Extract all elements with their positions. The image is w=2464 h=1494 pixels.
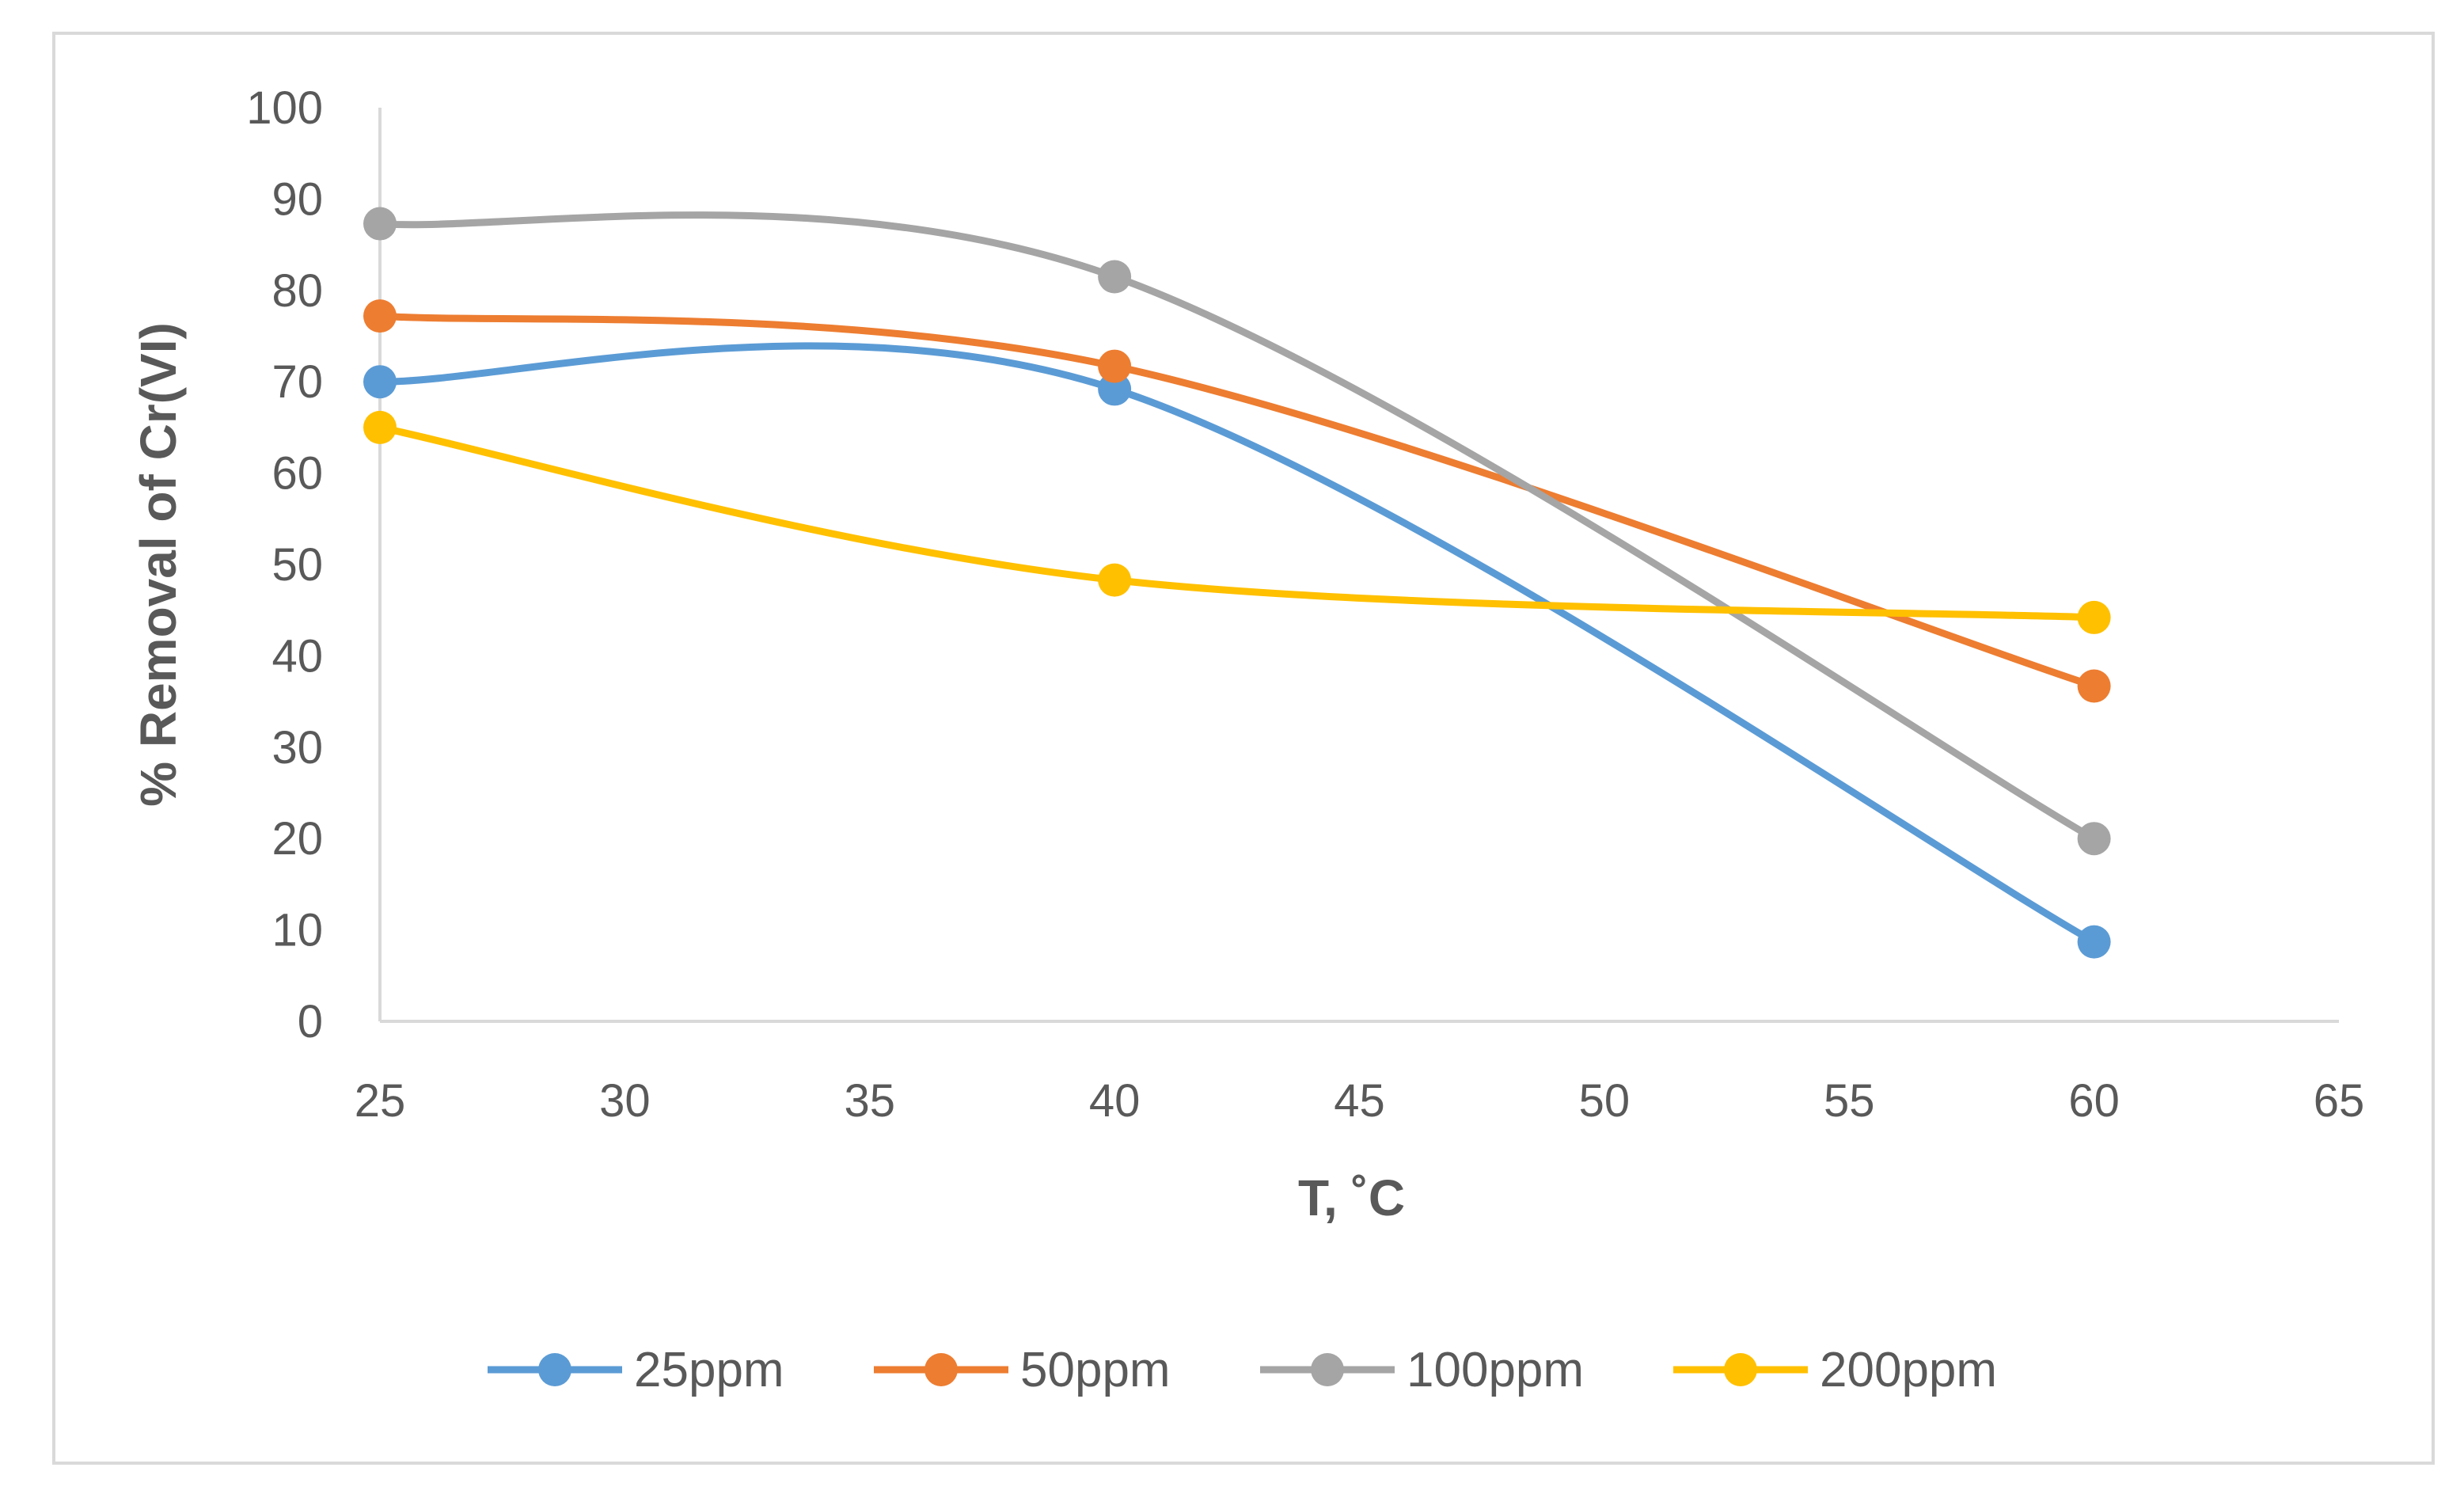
series-lines: [376, 211, 2098, 946]
y-tick-label: 90: [271, 173, 323, 225]
legend-item: 100ppm: [1260, 1343, 1584, 1397]
x-tick-label: 40: [1089, 1075, 1141, 1127]
legend-item: 50ppm: [874, 1343, 1171, 1397]
legend: 25ppm 50ppm 100ppm 200ppm: [488, 1343, 1997, 1397]
x-tick-label: 25: [355, 1075, 406, 1127]
data-point-50ppm: [2077, 669, 2111, 703]
x-tick-label: 30: [599, 1075, 651, 1127]
y-tick-label: 100: [246, 82, 323, 134]
legend-swatch-marker: [1311, 1353, 1344, 1386]
data-point-100ppm: [363, 207, 397, 241]
legend-swatch-marker: [538, 1353, 571, 1386]
y-tick-label: 20: [271, 813, 323, 865]
legend-label: 200ppm: [1820, 1343, 1997, 1397]
y-tick-labels: 0 10 20 30 40 50 60 70 80 90 100: [246, 82, 323, 1047]
chart-frame: [52, 32, 2435, 1465]
x-axis-title: T, ˚C: [1298, 1169, 1405, 1226]
data-point-25ppm: [2077, 925, 2111, 959]
legend-swatch-marker: [924, 1353, 958, 1386]
x-tick-label: 50: [1579, 1075, 1631, 1127]
series-line-25ppm: [376, 342, 2098, 946]
y-tick-label: 70: [271, 356, 323, 408]
x-tick-label: 45: [1334, 1075, 1385, 1127]
legend-label: 100ppm: [1407, 1343, 1584, 1397]
data-point-200ppm: [363, 410, 397, 444]
legend-item: 25ppm: [488, 1343, 784, 1397]
legend-label: 25ppm: [634, 1343, 784, 1397]
axes: [378, 108, 2339, 1023]
x-tick-label: 55: [1824, 1075, 1875, 1127]
y-tick-label: 60: [271, 448, 323, 500]
legend-swatch-marker: [1724, 1353, 1757, 1386]
series-points: [363, 207, 2111, 959]
series-line-100ppm: [376, 211, 2098, 842]
x-tick-label: 65: [2314, 1075, 2365, 1127]
x-tick-labels: 25 30 35 40 45 50 55 60 65: [355, 1075, 2365, 1127]
data-point-200ppm: [1098, 563, 1132, 597]
y-tick-label: 0: [298, 996, 323, 1047]
data-point-25ppm: [363, 365, 397, 399]
y-tick-label: 40: [271, 630, 323, 682]
y-tick-label: 80: [271, 265, 323, 317]
series-line-50ppm: [376, 312, 2098, 690]
series-line-200ppm: [376, 424, 2098, 622]
data-point-100ppm: [1098, 260, 1132, 294]
data-point-50ppm: [363, 299, 397, 333]
y-tick-label: 10: [271, 905, 323, 956]
legend-item: 200ppm: [1673, 1343, 1997, 1397]
data-point-25ppm: [1098, 372, 1132, 406]
legend-label: 50ppm: [1020, 1343, 1171, 1397]
x-tick-label: 35: [844, 1075, 895, 1127]
data-point-200ppm: [2077, 600, 2111, 634]
data-point-100ppm: [2077, 822, 2111, 856]
y-tick-label: 30: [271, 722, 323, 774]
y-tick-label: 50: [271, 539, 323, 591]
x-tick-label: 60: [2068, 1075, 2120, 1127]
y-axis-title: % Removal of Cr(VI): [130, 322, 187, 807]
data-point-50ppm: [1098, 349, 1132, 383]
